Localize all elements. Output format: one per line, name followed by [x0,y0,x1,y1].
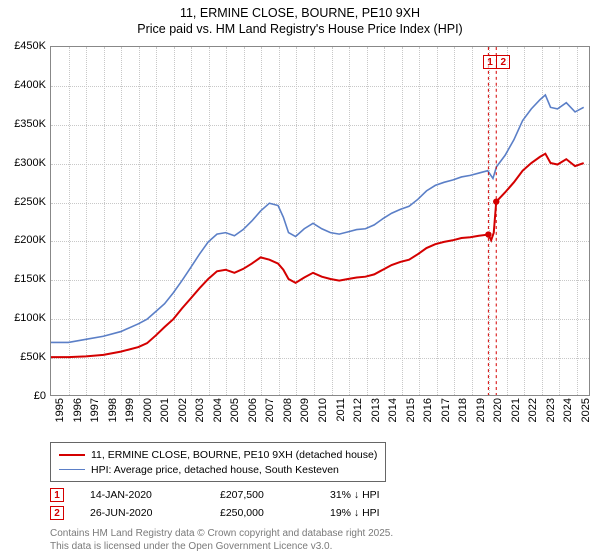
x-tick-label: 2000 [142,398,154,434]
y-tick-label: £200K [0,234,46,246]
x-tick-label: 2016 [422,398,434,434]
x-tick-label: 2005 [229,398,241,434]
x-tick-label: 2012 [352,398,364,434]
y-tick-label: £450K [0,40,46,52]
x-tick-label: 2022 [527,398,539,434]
title-address: 11, ERMINE CLOSE, BOURNE, PE10 9XH [0,6,600,22]
x-tick-label: 2025 [580,398,592,434]
x-tick-label: 2001 [159,398,171,434]
sale-date: 14-JAN-2020 [90,489,220,501]
x-tick-label: 1997 [89,398,101,434]
y-tick-label: £50K [0,351,46,363]
x-tick-label: 2009 [299,398,311,434]
sale-price: £250,000 [220,507,330,519]
series-line [51,95,584,342]
x-tick-label: 2023 [545,398,557,434]
sale-date: 26-JUN-2020 [90,507,220,519]
legend-swatch [59,469,85,470]
x-tick-label: 2021 [510,398,522,434]
x-tick-label: 2011 [335,398,347,434]
title-subtitle: Price paid vs. HM Land Registry's House … [0,22,600,38]
sale-marker-box: 2 [50,506,64,520]
x-tick-label: 2007 [264,398,276,434]
x-tick-label: 2018 [457,398,469,434]
title-block: 11, ERMINE CLOSE, BOURNE, PE10 9XH Price… [0,0,600,37]
legend-label: HPI: Average price, detached house, Sout… [91,464,339,476]
x-tick-label: 2019 [475,398,487,434]
y-tick-label: £350K [0,118,46,130]
footnote: Contains HM Land Registry data © Crown c… [50,528,393,553]
x-tick-label: 2008 [282,398,294,434]
legend: 11, ERMINE CLOSE, BOURNE, PE10 9XH (deta… [50,442,386,482]
legend-swatch [59,454,85,456]
sale-callout: 2 [496,55,510,69]
legend-row: HPI: Average price, detached house, Sout… [59,462,377,477]
y-tick-label: £150K [0,273,46,285]
sale-row: 1 14-JAN-2020£207,50031% ↓ HPI [50,486,440,504]
x-tick-label: 1995 [54,398,66,434]
x-tick-label: 2024 [562,398,574,434]
x-tick-label: 2010 [317,398,329,434]
x-tick-label: 2015 [405,398,417,434]
sale-marker-dot [485,231,491,237]
x-tick-label: 1998 [107,398,119,434]
x-tick-label: 2003 [194,398,206,434]
x-tick-label: 2017 [440,398,452,434]
x-tick-label: 2004 [212,398,224,434]
x-tick-label: 2006 [247,398,259,434]
sale-delta: 31% ↓ HPI [330,489,440,501]
y-tick-label: £250K [0,196,46,208]
plot-area: 12 [50,46,590,396]
sale-row: 2 26-JUN-2020£250,00019% ↓ HPI [50,504,440,522]
x-tick-label: 2002 [177,398,189,434]
legend-row: 11, ERMINE CLOSE, BOURNE, PE10 9XH (deta… [59,447,377,462]
y-tick-label: £400K [0,79,46,91]
sale-marker-dot [493,198,499,204]
y-tick-label: £100K [0,312,46,324]
footnote-line2: This data is licensed under the Open Gov… [50,541,393,554]
sale-callout: 1 [483,55,497,69]
sales-table: 1 14-JAN-2020£207,50031% ↓ HPI 2 26-JUN-202… [50,486,440,522]
x-tick-label: 2020 [492,398,504,434]
x-tick-label: 2013 [370,398,382,434]
chart-container: 11, ERMINE CLOSE, BOURNE, PE10 9XH Price… [0,0,600,560]
y-tick-label: £0 [0,390,46,402]
sale-delta: 19% ↓ HPI [330,507,440,519]
x-tick-label: 2014 [387,398,399,434]
sale-marker-box: 1 [50,488,64,502]
x-tick-label: 1999 [124,398,136,434]
y-tick-label: £300K [0,157,46,169]
footnote-line1: Contains HM Land Registry data © Crown c… [50,528,393,541]
sale-price: £207,500 [220,489,330,501]
legend-label: 11, ERMINE CLOSE, BOURNE, PE10 9XH (deta… [91,449,377,461]
x-tick-label: 1996 [72,398,84,434]
